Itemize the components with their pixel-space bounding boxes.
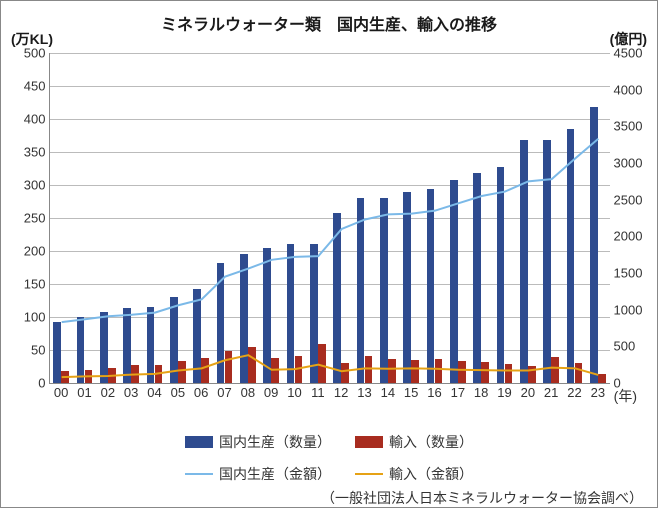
line-import-value bbox=[50, 53, 610, 383]
chart-title: ミネラルウォーター類 国内生産、輸入の推移 bbox=[15, 11, 643, 35]
xtick: 08 bbox=[241, 383, 255, 400]
ytick-right: 4000 bbox=[610, 82, 643, 97]
source-note: （一般社団法人日本ミネラルウォーター協会調べ） bbox=[15, 488, 643, 508]
ytick-right: 2000 bbox=[610, 229, 643, 244]
xtick: 18 bbox=[474, 383, 488, 400]
chart-frame: ミネラルウォーター類 国内生産、輸入の推移 (万KL) (億円) 0501001… bbox=[0, 0, 658, 508]
ytick-left: 100 bbox=[24, 310, 50, 325]
xtick: 05 bbox=[171, 383, 185, 400]
xtick: 06 bbox=[194, 383, 208, 400]
ytick-right: 2500 bbox=[610, 192, 643, 207]
ytick-right: 0 bbox=[610, 376, 621, 391]
xtick: 16 bbox=[427, 383, 441, 400]
ytick-left: 400 bbox=[24, 112, 50, 127]
xtick: 09 bbox=[264, 383, 278, 400]
ytick-left: 250 bbox=[24, 211, 50, 226]
ytick-left: 300 bbox=[24, 178, 50, 193]
legend-import-value: 輸入（金額） bbox=[355, 464, 473, 484]
xtick: 04 bbox=[147, 383, 161, 400]
xtick: 02 bbox=[101, 383, 115, 400]
ytick-right: 3500 bbox=[610, 119, 643, 134]
xtick: 10 bbox=[287, 383, 301, 400]
legend-domestic-value: 国内生産（金額） bbox=[185, 464, 331, 484]
ytick-left: 150 bbox=[24, 277, 50, 292]
plot-area: 0501001502002503003504004505000500100015… bbox=[49, 53, 610, 384]
xtick: 01 bbox=[77, 383, 91, 400]
ytick-right: 3000 bbox=[610, 156, 643, 171]
xtick: 20 bbox=[521, 383, 535, 400]
xtick: 11 bbox=[311, 383, 325, 400]
ytick-right: 1500 bbox=[610, 266, 643, 281]
ytick-right: 1000 bbox=[610, 302, 643, 317]
xtick: 19 bbox=[497, 383, 511, 400]
ytick-left: 350 bbox=[24, 145, 50, 160]
ytick-left: 450 bbox=[24, 79, 50, 94]
xtick: 07 bbox=[217, 383, 231, 400]
legend-domestic-volume: 国内生産（数量） bbox=[185, 432, 331, 452]
legend-import-volume: 輸入（数量） bbox=[355, 432, 473, 452]
xtick: 14 bbox=[381, 383, 395, 400]
ytick-right: 4500 bbox=[610, 46, 643, 61]
xtick: 23 bbox=[591, 383, 605, 400]
ytick-left: 50 bbox=[31, 343, 49, 358]
xtick: 15 bbox=[404, 383, 418, 400]
ytick-left: 500 bbox=[24, 46, 50, 61]
xtick: 17 bbox=[451, 383, 465, 400]
xtick: 21 bbox=[544, 383, 558, 400]
xtick: 12 bbox=[334, 383, 348, 400]
legend: 国内生産（数量） 輸入（数量） 国内生産（金額） 輸入（金額） bbox=[15, 432, 643, 484]
ytick-right: 500 bbox=[610, 339, 636, 354]
xtick: 00 bbox=[54, 383, 68, 400]
ytick-left: 200 bbox=[24, 244, 50, 259]
ytick-left: 0 bbox=[38, 376, 49, 391]
xtick: 22 bbox=[567, 383, 581, 400]
xtick: 13 bbox=[357, 383, 371, 400]
xtick: 03 bbox=[124, 383, 138, 400]
